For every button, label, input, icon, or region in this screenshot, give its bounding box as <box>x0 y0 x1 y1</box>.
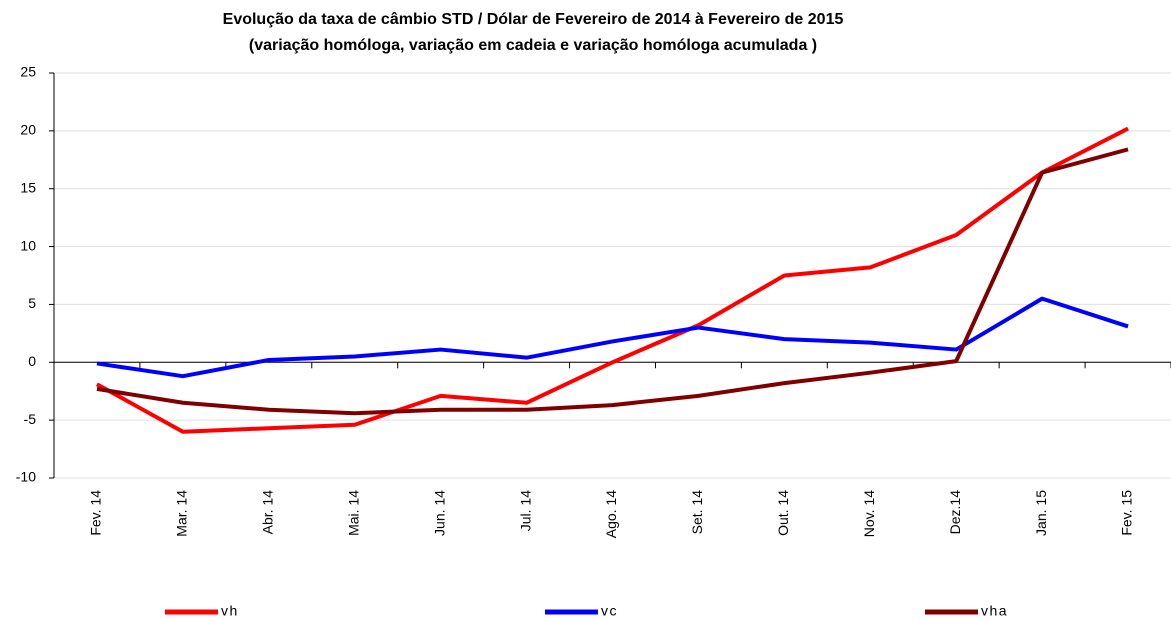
x-tick-label: Jan. 15 <box>1033 490 1049 536</box>
x-tick-label: Jul. 14 <box>517 490 533 531</box>
x-tick-label: Dez.14 <box>947 490 963 535</box>
y-tick-label: 25 <box>20 64 36 80</box>
y-tick-label: -5 <box>24 411 37 427</box>
legend-label: vha <box>981 603 1008 619</box>
x-tick-label: Fev. 14 <box>88 490 104 536</box>
legend-label: vc <box>601 603 618 619</box>
x-tick-label: Fev. 15 <box>1119 490 1135 536</box>
series-line <box>95 126 1129 434</box>
x-tick-label: Nov. 14 <box>861 490 877 537</box>
chart-subtitle: (variação homóloga, variação em cadeia e… <box>249 37 817 54</box>
y-tick-label: 20 <box>20 122 36 138</box>
y-tick-label: -10 <box>16 469 36 485</box>
series-line <box>96 147 1129 416</box>
y-tick-label: 5 <box>28 295 36 311</box>
x-tick-label: Mar. 14 <box>174 490 190 537</box>
series-line <box>96 296 1129 379</box>
legend-label: vh <box>221 603 239 619</box>
chart-title: Evolução da taxa de câmbio STD / Dólar d… <box>223 11 844 28</box>
y-tick-label: 10 <box>20 237 36 253</box>
y-tick-label: 0 <box>28 353 36 369</box>
x-tick-label: Abr. 14 <box>260 490 276 535</box>
x-tick-label: Jun. 14 <box>431 490 447 536</box>
x-tick-label: Set. 14 <box>689 490 705 535</box>
x-tick-label: Out. 14 <box>775 490 791 536</box>
x-tick-label: Ago. 14 <box>603 490 619 538</box>
y-tick-label: 15 <box>20 179 36 195</box>
x-tick-label: Mai. 14 <box>345 490 361 536</box>
